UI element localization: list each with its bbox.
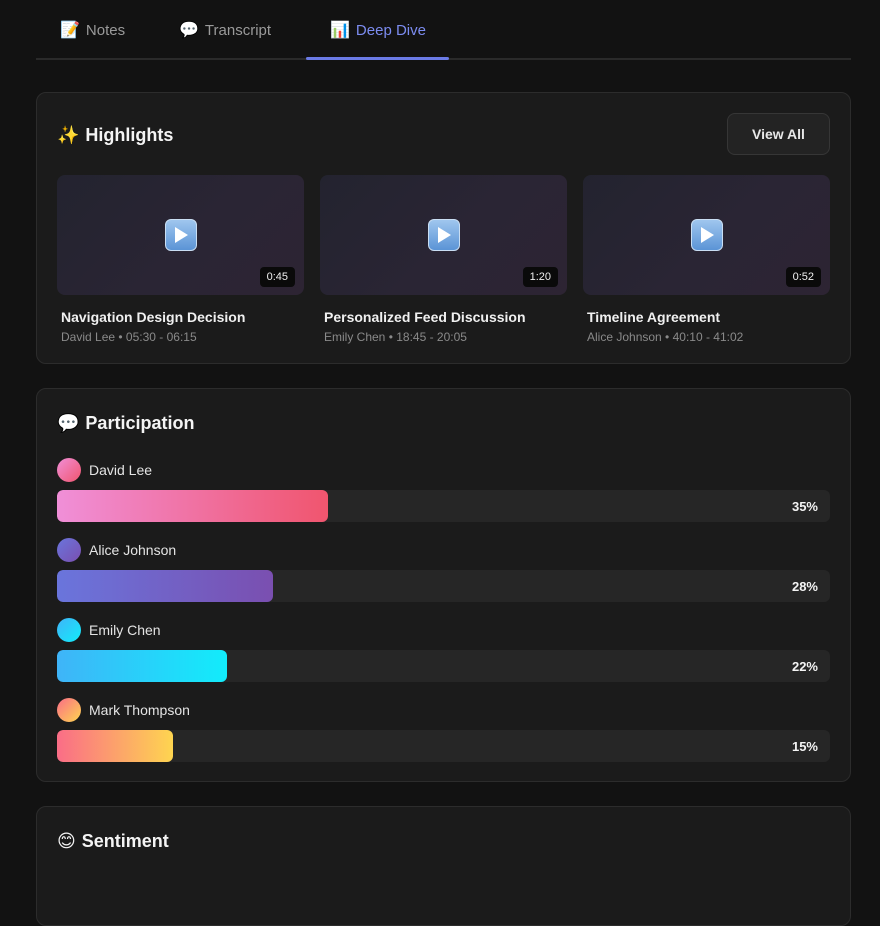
clip-range: 18:45 - 20:05 [396,330,467,344]
clip-thumbnail[interactable]: 0:45 [57,175,304,295]
highlight-clip[interactable]: 0:45 Navigation Design Decision David Le… [57,175,304,344]
tab-label: Deep Dive [355,21,426,39]
clip-thumbnail[interactable]: 1:20 [320,175,567,295]
card-title-text: Sentiment [81,831,169,851]
clip-speaker: David Lee [61,330,116,344]
sparkles-icon: ✨ [57,125,80,145]
participant-row: David Lee 35% [57,458,830,522]
clip-meta: Emily Chen • 18:45 - 20:05 [324,330,467,344]
memo-icon: 📝 [60,22,80,39]
speech-bubble-icon: 💬 [179,22,199,39]
play-icon [165,219,197,251]
participation-percent: 22% [791,658,818,674]
clip-speaker: Alice Johnson [587,330,662,344]
clip-title: Navigation Design Decision [61,309,246,325]
participant-name: Mark Thompson [89,702,190,718]
card-title-text: Participation [85,413,195,433]
clip-title: Timeline Agreement [587,309,721,325]
participant-row: Emily Chen 22% [57,618,830,682]
clip-title: Personalized Feed Discussion [324,309,526,325]
participation-bar-track: 15% [57,730,830,762]
avatar [57,538,81,562]
highlights-card: ✨ Highlights View All 0:45 Navigation De… [36,92,851,364]
clip-meta: David Lee • 05:30 - 06:15 [61,330,197,344]
highlights-title: ✨ Highlights [57,125,173,146]
play-icon [428,219,460,251]
tab-notes[interactable]: 📝 Notes [60,0,125,60]
participation-bar-fill [57,490,328,522]
participation-bar-fill [57,650,228,682]
participation-title: 💬 Participation [57,413,194,434]
bar-chart-icon: 📊 [330,22,350,39]
clip-thumbnail[interactable]: 0:52 [583,175,830,295]
participant-row: Alice Johnson 28% [57,538,830,602]
clip-duration: 0:45 [259,267,295,287]
avatar [57,458,81,482]
participation-percent: 35% [791,498,818,514]
smiling-face-icon: 😊 [57,831,76,851]
clip-range: 05:30 - 06:15 [125,330,197,344]
participation-bar-track: 28% [57,570,830,602]
sentiment-card: 😊 Sentiment [36,806,851,926]
active-tab-indicator [306,57,449,60]
card-title-text: Highlights [85,125,174,145]
play-icon [691,219,723,251]
sentiment-title: 😊 Sentiment [57,831,169,852]
clip-duration: 0:52 [785,267,821,287]
participation-card: 💬 Participation David Lee 35% Alice John… [36,388,851,782]
participation-percent: 15% [791,738,818,754]
avatar [57,618,81,642]
tab-bar: 📝 Notes 💬 Transcript 📊 Deep Dive [36,0,851,60]
clip-duration: 1:20 [522,267,558,287]
speech-bubble-icon: 💬 [57,413,80,433]
highlight-clip[interactable]: 0:52 Timeline Agreement Alice Johnson • … [583,175,830,344]
highlight-clip[interactable]: 1:20 Personalized Feed Discussion Emily … [320,175,567,344]
tab-label: Notes [85,21,126,39]
clip-range: 40:10 - 41:02 [672,330,744,344]
participant-name: Alice Johnson [89,542,177,558]
participation-bar-fill [57,570,274,602]
avatar [57,698,81,722]
tab-label: Transcript [204,21,272,39]
view-all-button[interactable]: View All [727,113,830,155]
tab-deep-dive[interactable]: 📊 Deep Dive [330,0,426,60]
participation-percent: 28% [791,578,818,594]
participation-bar-fill [57,730,173,762]
clip-speaker: Emily Chen [324,330,386,344]
tab-transcript[interactable]: 💬 Transcript [179,0,271,60]
participation-bar-track: 35% [57,490,830,522]
participant-name: Emily Chen [89,622,161,638]
participation-bar-track: 22% [57,650,830,682]
participant-row: Mark Thompson 15% [57,698,830,762]
clip-meta: Alice Johnson • 40:10 - 41:02 [587,330,744,344]
participant-name: David Lee [89,462,153,478]
